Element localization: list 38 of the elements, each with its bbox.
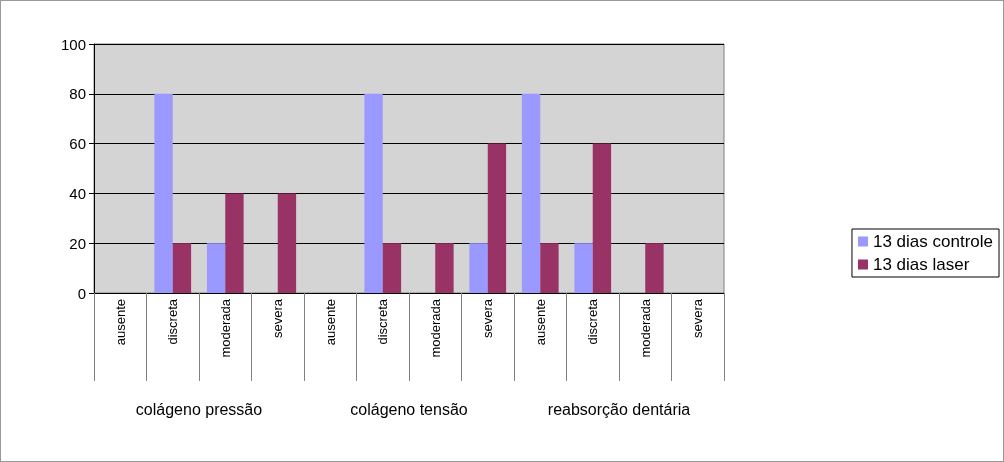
y-tick-label: 60 [69,135,86,153]
x-tick-label: ausente [532,299,548,346]
bar [592,143,612,293]
x-tick-label: discreta [165,298,181,345]
text: colágeno tensão [350,400,468,418]
y-tick-label: 20 [69,234,86,252]
bar [574,243,593,293]
x-tick-label: severa [690,298,706,339]
x-tick-label: severa [480,298,496,339]
x-tick-label: moderada [637,298,653,358]
x-tick-label: discreta [585,298,601,345]
bar [645,243,664,293]
bar [487,143,507,293]
x-tick-label: discreta [375,298,391,345]
legend-label: 13 dias laser [872,255,970,274]
text: colágeno pressão [135,400,263,418]
bar [225,193,244,293]
bar [172,243,192,293]
bar [540,243,559,293]
x-tick-label: ausente [322,299,338,346]
x-tick-label: moderada [217,298,233,358]
y-tick-label: 40 [69,184,86,202]
y-tick-label: 0 [77,284,86,302]
bar [206,243,226,293]
text: reabsorção dentária [547,400,691,418]
x-tick-label: severa [270,298,286,339]
y-tick-label: 80 [69,85,86,103]
x-tick-label: ausente [112,299,128,346]
bar [277,193,297,293]
y-tick-label: 100 [60,35,86,53]
bar [521,93,541,293]
bar [364,93,383,293]
x-tick-label: moderada [427,298,443,358]
bar [469,243,488,293]
bar [154,93,173,293]
legend-label: 13 dias controle [872,232,994,251]
bar [435,243,454,293]
bar [382,243,402,293]
